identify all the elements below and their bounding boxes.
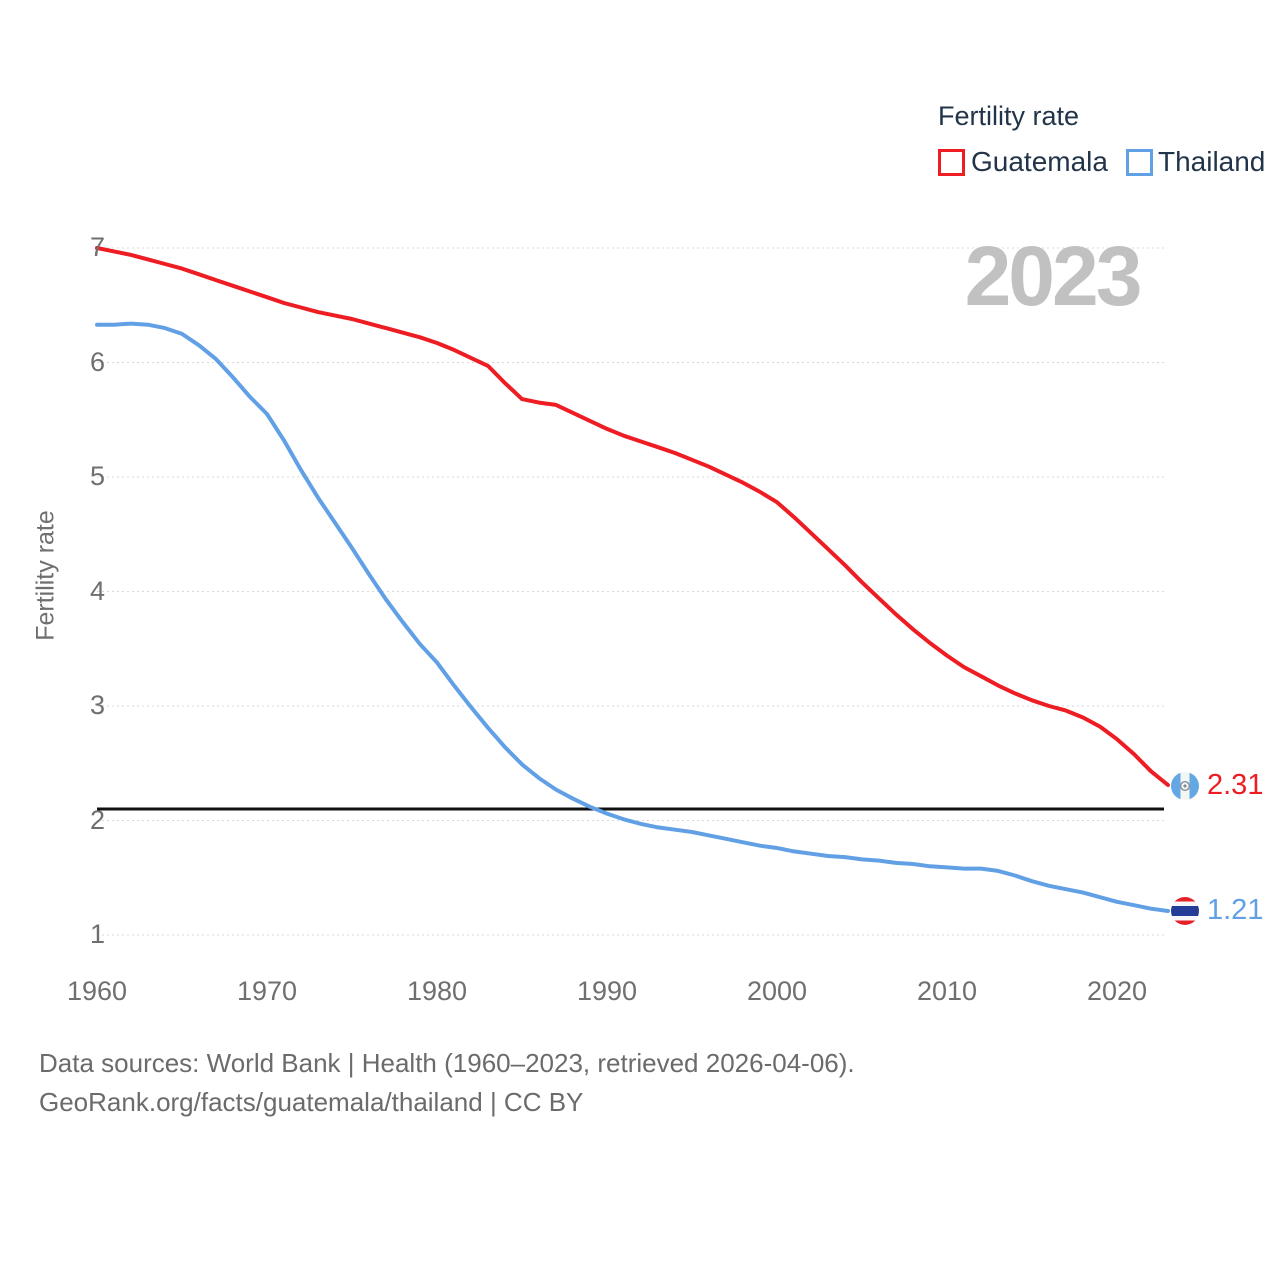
x-tick-label-1970: 1970 — [236, 976, 298, 1006]
x-tick-label-2010: 2010 — [916, 976, 978, 1006]
legend-label-thailand: Thailand — [1157, 146, 1266, 177]
guatemala-line — [95, 246, 1170, 787]
footer-sources: Data sources: World Bank | Health (1960–… — [39, 1048, 855, 1078]
y-tick-label-5: 5 — [89, 461, 105, 491]
legend-row: Guatemala Thailand — [938, 146, 1265, 178]
footer-attribution: GeoRank.org/facts/guatemala/thailand | C… — [39, 1087, 584, 1117]
footer: Data sources: World Bank | Health (1960–… — [39, 1044, 855, 1122]
guatemala-flag-icon — [1171, 771, 1199, 800]
end-label-thailand: 1.21 — [1171, 894, 1263, 927]
legend-title: Fertility rate — [938, 101, 1080, 131]
y-tick-label-7: 7 — [89, 232, 105, 262]
x-tick-label-2000: 2000 — [746, 976, 808, 1006]
x-tick-label-1990: 1990 — [576, 976, 638, 1006]
legend-label-guatemala: Guatemala — [971, 146, 1108, 177]
end-label-guatemala: 2.31 — [1171, 769, 1263, 802]
y-tick-label-1: 1 — [89, 919, 105, 949]
x-tick-label-1960: 1960 — [66, 976, 128, 1006]
x-tick-label-1980: 1980 — [406, 976, 468, 1006]
x-tick-label-2020: 2020 — [1086, 976, 1148, 1006]
y-tick-label-4: 4 — [89, 575, 105, 606]
guatemala-swatch-icon — [938, 148, 965, 176]
legend: Fertility rate Guatemala Thailand — [938, 101, 1265, 178]
thailand-flag-icon — [1171, 896, 1199, 925]
end-value-guatemala: 2.31 — [1207, 769, 1264, 801]
y-tick-label-6: 6 — [89, 346, 105, 377]
thailand-line — [95, 321, 1170, 913]
y-tick-label-3: 3 — [89, 690, 105, 720]
thailand-swatch-icon — [1125, 148, 1153, 176]
end-value-thailand: 1.21 — [1207, 894, 1264, 926]
year-watermark: 2023 — [964, 229, 1143, 323]
y-tick-label-2: 2 — [89, 804, 105, 835]
